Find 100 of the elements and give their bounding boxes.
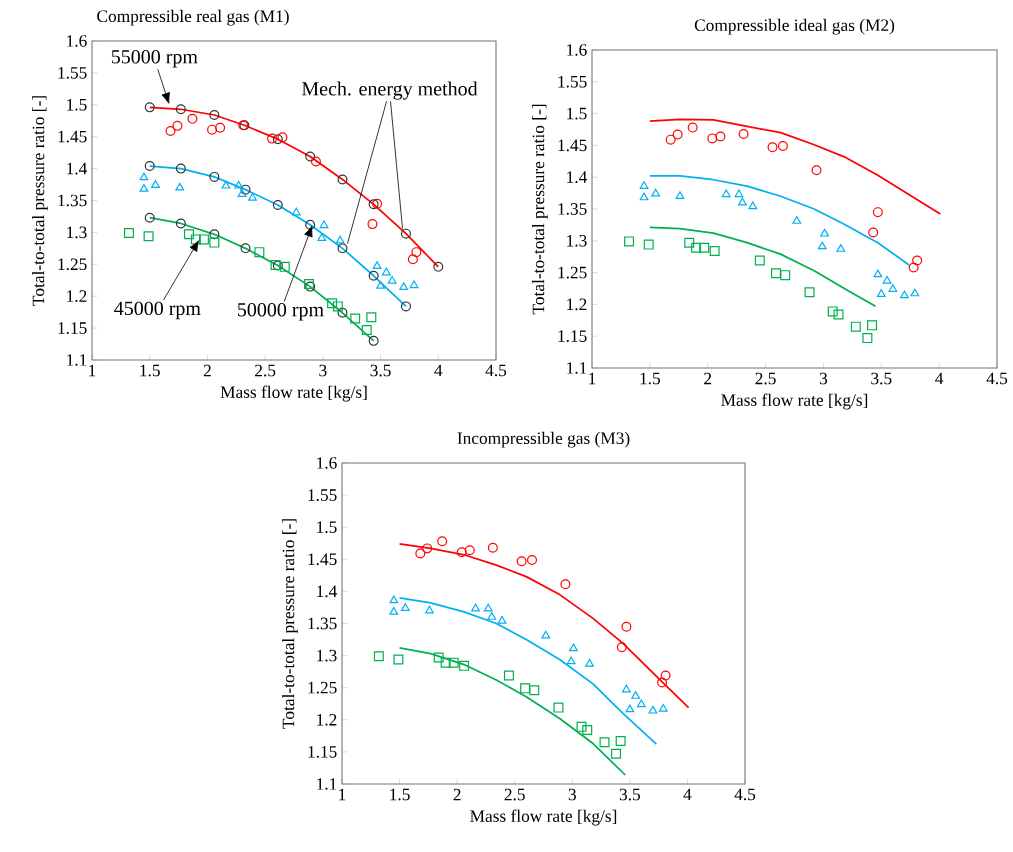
point <box>541 630 551 639</box>
point <box>721 189 731 198</box>
point <box>748 201 758 210</box>
x-tick-label: 3.5 <box>619 788 641 801</box>
line-series <box>398 543 690 709</box>
point <box>912 255 923 266</box>
point <box>144 102 155 113</box>
point <box>687 122 698 133</box>
point <box>767 142 778 153</box>
point <box>399 282 409 291</box>
point <box>240 184 251 195</box>
point <box>910 288 920 297</box>
point <box>175 104 186 115</box>
point <box>433 652 444 663</box>
point <box>804 287 815 298</box>
y-tick-label: 1.15 <box>558 330 587 343</box>
x-tick-label: 4.5 <box>485 364 507 377</box>
chart-title: Compressible real gas (M1) <box>97 9 289 26</box>
line-series <box>148 106 440 268</box>
point <box>770 268 781 279</box>
point <box>319 220 329 229</box>
y-tick-label: 1.25 <box>558 266 587 279</box>
point <box>780 270 791 281</box>
y-axis-title: Total-to-total pressure ratio [-] <box>532 104 548 315</box>
point <box>332 301 343 312</box>
point <box>175 182 185 191</box>
annotation: 50000 rpm <box>238 302 324 321</box>
point <box>684 237 695 248</box>
y-axis-title: Total-to-total pressure ratio [-] <box>32 96 48 306</box>
x-tick-label: 2.5 <box>255 364 276 377</box>
x-tick-label: 4.5 <box>986 372 1008 385</box>
point <box>625 704 635 713</box>
point <box>143 231 154 242</box>
y-tick-label: 1.1 <box>317 778 337 790</box>
point <box>139 184 149 192</box>
point <box>175 218 186 229</box>
point <box>209 237 220 248</box>
point <box>209 229 220 240</box>
y-tick-label: 1.55 <box>308 489 337 501</box>
point <box>471 603 480 612</box>
point <box>350 313 361 324</box>
point <box>520 683 531 694</box>
point <box>487 542 498 553</box>
y-tick-label: 1.6 <box>567 44 587 56</box>
x-tick-label: 3.5 <box>370 364 391 377</box>
point <box>639 181 649 189</box>
point <box>368 270 379 281</box>
point <box>582 725 593 736</box>
y-tick-label: 1.1 <box>67 354 87 366</box>
point <box>560 579 571 590</box>
point <box>872 207 883 218</box>
point <box>440 657 451 668</box>
point <box>144 212 155 223</box>
x-tick-label: 3.5 <box>871 372 892 385</box>
point <box>291 207 301 216</box>
point <box>310 156 321 167</box>
point <box>139 172 149 181</box>
point <box>368 335 379 346</box>
point <box>376 280 385 289</box>
point <box>811 165 822 176</box>
y-tick-label: 1.45 <box>58 130 87 143</box>
point <box>437 536 448 547</box>
y-tick-label: 1.5 <box>317 521 337 534</box>
point <box>616 642 627 653</box>
x-tick-label: 1 <box>89 364 96 377</box>
point <box>361 325 372 335</box>
line-series <box>648 118 942 215</box>
y-tick-label: 1.2 <box>67 290 87 303</box>
point <box>464 545 475 556</box>
point <box>873 269 883 278</box>
point <box>456 547 467 558</box>
point <box>882 275 892 284</box>
x-tick-label: 4 <box>683 788 692 801</box>
point <box>734 189 744 198</box>
point <box>187 113 198 124</box>
point <box>862 333 873 344</box>
point <box>267 133 278 144</box>
y-tick-label: 1.2 <box>567 298 587 311</box>
point <box>777 141 788 152</box>
point <box>254 247 265 258</box>
point <box>393 654 404 665</box>
line-series <box>648 226 877 308</box>
line-series <box>648 175 910 266</box>
annotation: Mech. energy method <box>301 81 478 100</box>
point <box>754 255 765 266</box>
point <box>738 197 747 206</box>
point <box>279 261 290 272</box>
point <box>459 660 470 671</box>
point <box>553 702 564 713</box>
y-tick-label: 1.5 <box>567 107 587 120</box>
point <box>868 227 879 238</box>
point <box>175 163 186 174</box>
chart-title: Incompressible gas (M3) <box>457 431 630 448</box>
point <box>277 132 288 143</box>
point <box>389 595 399 604</box>
point <box>529 685 540 696</box>
point <box>636 699 646 708</box>
point <box>422 543 433 554</box>
point <box>503 670 514 681</box>
annotation: 45000 rpm <box>114 301 201 320</box>
